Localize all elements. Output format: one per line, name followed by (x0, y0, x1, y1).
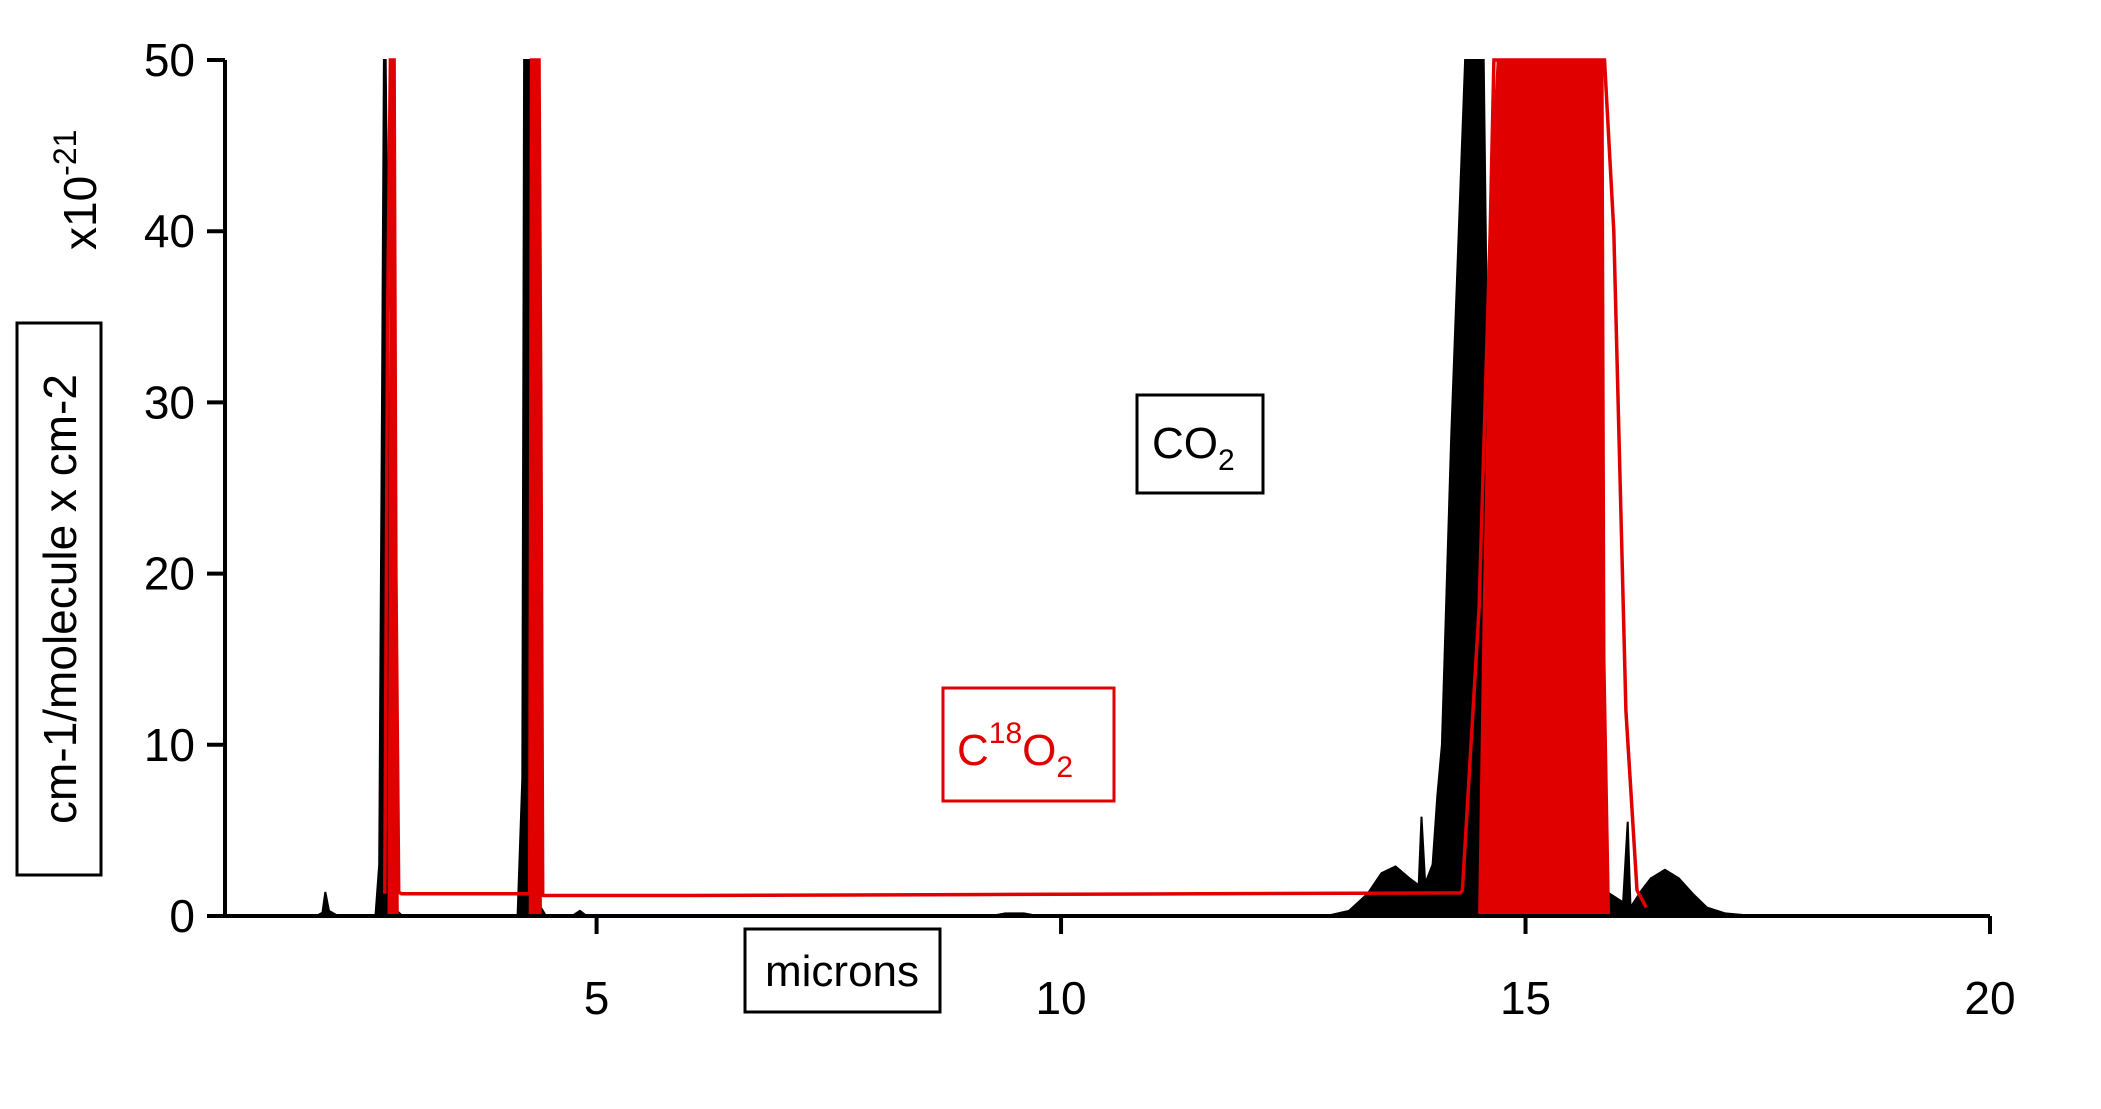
series-co2 (243, 59, 1991, 917)
x-tick-label: 20 (1964, 972, 2015, 1024)
y-multiplier: x10-21 (47, 130, 106, 250)
y-tick-label: 30 (144, 376, 195, 428)
c18o2-annotation-tail: O (1022, 726, 1056, 775)
plot-series (243, 58, 1991, 917)
y-axis-label: cm-1/molecule x cm-2 (34, 374, 86, 824)
y-multiplier-exponent: -21 (47, 130, 83, 176)
y-multiplier-base: x10 (54, 176, 106, 250)
y-ticks: 0 10 20 30 40 50 (144, 34, 225, 942)
co2-annotation-subscript: 2 (1218, 444, 1235, 477)
x-axis-label: microns (765, 947, 919, 996)
x-tick-label: 5 (584, 972, 610, 1024)
c18o2-annotation-superscript: 18 (989, 717, 1022, 750)
co2-annotation: CO2 (1152, 419, 1235, 477)
co2-annotation-box (1135, 393, 1265, 495)
x-tick-label: 10 (1035, 972, 1086, 1024)
y-tick-label: 0 (169, 890, 195, 942)
y-tick-label: 10 (144, 719, 195, 771)
c18o2-annotation-subscript: 2 (1056, 751, 1073, 784)
co2-annotation-text: CO (1152, 419, 1218, 468)
x-tick-label: 15 (1500, 972, 1551, 1024)
c18o2-annotation: C18O2 (957, 717, 1073, 784)
c18o2-annotation-text: C (957, 726, 989, 775)
y-tick-label: 20 (144, 548, 195, 600)
x-ticks: 5 10 15 20 (584, 916, 2016, 1024)
y-tick-label: 50 (144, 34, 195, 86)
y-tick-label: 40 (144, 205, 195, 257)
y-label-box (15, 321, 103, 877)
x-label-box (743, 927, 942, 1014)
c18o2-annotation-box (941, 686, 1116, 803)
axes: 5 10 15 20 0 10 20 30 40 50 (144, 34, 2016, 1024)
